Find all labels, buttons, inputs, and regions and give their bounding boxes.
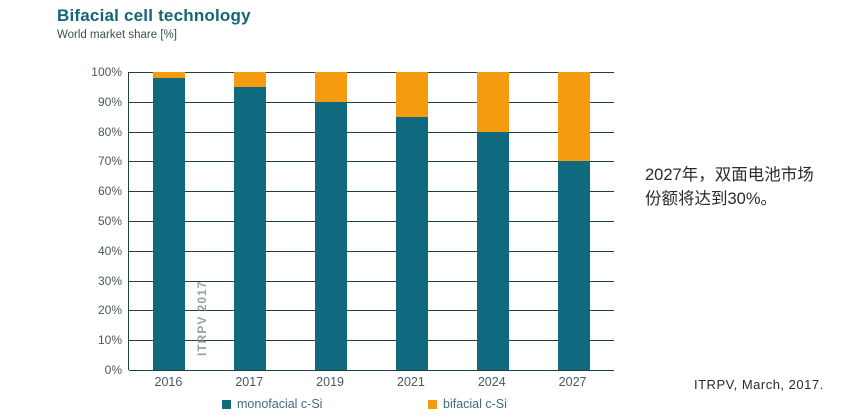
gridline-10 <box>129 340 614 342</box>
y-tick-label-10: 10% <box>97 333 122 348</box>
plot-area: ITRPV 2017 <box>128 72 614 371</box>
watermark: ITRPV 2017 <box>195 280 209 356</box>
y-tick-label-30: 30% <box>97 273 122 288</box>
bar-2021-monofacial-c-Si <box>395 116 428 370</box>
y-tick-label-100: 100% <box>91 65 122 79</box>
x-tick-label-2024: 2024 <box>477 375 506 389</box>
bar-2024-bifacial-c-Si <box>476 72 509 132</box>
x-tick-label-2027: 2027 <box>558 375 587 389</box>
chart-subtitle: World market share [%] <box>57 29 177 41</box>
bar-2024-monofacial-c-Si <box>476 131 509 370</box>
legend-label-bifacial: bifacial c-Si <box>443 397 507 411</box>
y-tick-label-40: 40% <box>97 243 122 258</box>
y-tick-label-70: 70% <box>97 154 122 169</box>
bar-2017-monofacial-c-Si <box>234 86 267 370</box>
y-tick-label-60: 60% <box>97 184 122 199</box>
gridline-30 <box>129 280 614 282</box>
gridline-90 <box>129 101 614 103</box>
bar-2027-monofacial-c-Si <box>557 161 590 370</box>
bar-2017-bifacial-c-Si <box>234 72 267 87</box>
legend-entry-monofacial: monofacial c-Si <box>222 397 322 411</box>
x-tick-label-2016: 2016 <box>154 375 183 389</box>
x-tick-label-2021: 2021 <box>397 375 425 389</box>
bar-2016-bifacial-c-Si <box>153 72 186 78</box>
gridline-100 <box>129 72 614 73</box>
legend-entry-bifacial: bifacial c-Si <box>428 397 507 411</box>
y-tick-label-50: 50% <box>97 214 122 228</box>
chart-title: Bifacial cell technology <box>57 6 251 25</box>
annotation-text: 2027年，双面电池市场 份额将达到30%。 <box>645 164 863 212</box>
x-tick-label-2017: 2017 <box>235 375 264 389</box>
gridline-70 <box>129 161 614 163</box>
annotation-line2: 份额将达到30%。 <box>645 189 778 208</box>
gridline-50 <box>129 221 614 222</box>
bar-2019-bifacial-c-Si <box>315 72 348 102</box>
x-axis-labels: 2016 2017 2019 2021 2024 2027 <box>128 375 613 391</box>
y-tick-label-0: 0% <box>104 363 122 377</box>
source-credit: ITRPV, March, 2017. <box>694 377 824 392</box>
x-tick-label-2019: 2019 <box>316 375 344 389</box>
gridline-80 <box>129 131 614 133</box>
legend-swatch-bifacial-icon <box>428 399 437 409</box>
legend-label-monofacial: monofacial c-Si <box>237 397 323 411</box>
bar-2019-monofacial-c-Si <box>315 101 348 370</box>
gridline-20 <box>129 310 614 312</box>
legend-swatch-monofacial-icon <box>222 399 231 409</box>
gridline-0 <box>129 370 614 371</box>
y-tick-label-80: 80% <box>97 124 122 139</box>
gridline-40 <box>129 250 614 252</box>
bar-2021-bifacial-c-Si <box>395 72 428 117</box>
bar-2027-bifacial-c-Si <box>557 72 590 162</box>
y-tick-label-90: 90% <box>97 94 122 109</box>
bar-2016-monofacial-c-Si <box>153 77 186 370</box>
annotation-line1: 2027年，双面电池市场 <box>645 166 814 184</box>
y-tick-label-20: 20% <box>97 303 122 318</box>
gridline-60 <box>129 191 614 193</box>
